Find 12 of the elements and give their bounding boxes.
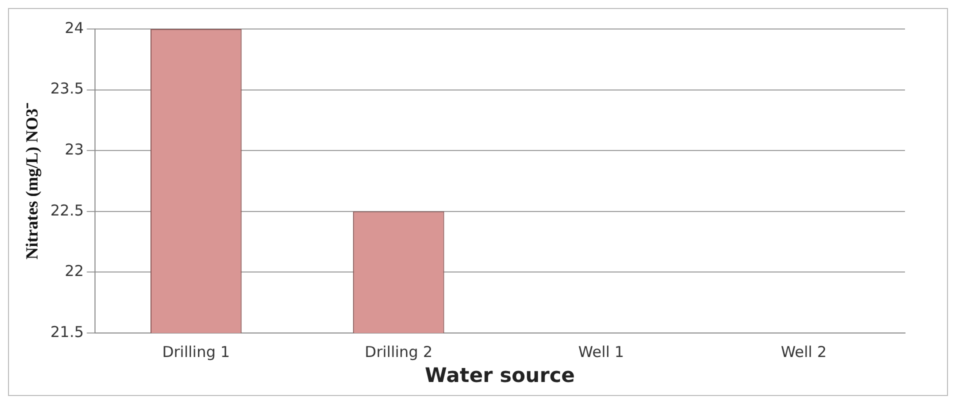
y-tick-label: 23.5 [50, 80, 84, 98]
x-tick-label: Drilling 2 [364, 342, 432, 361]
x-axis-title: Water source [424, 363, 575, 388]
x-tick-label: Drilling 1 [162, 342, 230, 361]
y-tick-label: 24 [64, 18, 84, 37]
y-tick-label: 22 [64, 262, 84, 280]
y-tick-label: 21.5 [50, 322, 84, 341]
x-tick-label: Well 1 [578, 342, 624, 361]
y-tick-label: 23 [64, 140, 84, 158]
y-axis-title: Nitrates (mg/L) NO3⁻ [22, 102, 42, 260]
x-tick-label: Well 2 [780, 342, 827, 361]
y-tick-label: 22.5 [50, 201, 84, 220]
